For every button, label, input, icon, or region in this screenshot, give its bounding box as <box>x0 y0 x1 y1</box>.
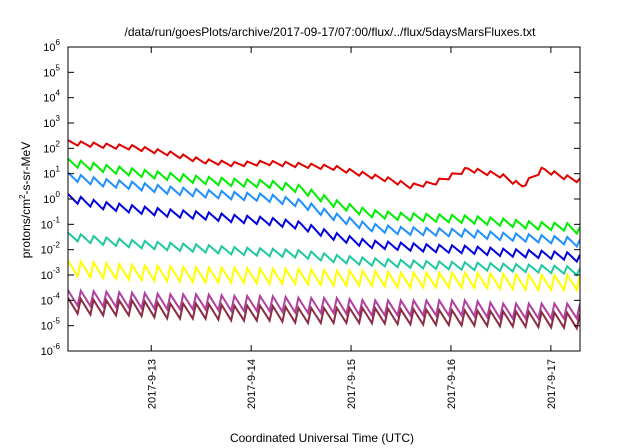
y-axis-label: protons/cm2-s-sr-MeV <box>18 142 33 258</box>
y-tick-label: 10-1 <box>41 215 61 231</box>
y-tick-label: 10-6 <box>41 342 61 358</box>
plot-frame <box>67 46 581 352</box>
y-tick-exp: -6 <box>53 342 61 351</box>
y-tick-label: 104 <box>43 89 60 105</box>
y-tick-base: 10 <box>41 219 53 231</box>
series-line-3 <box>68 171 580 249</box>
series-line-8 <box>68 296 580 332</box>
y-tick-exp: 2 <box>56 139 61 148</box>
y-tick-exp: -1 <box>53 215 61 224</box>
y-tick-exp: 3 <box>56 114 61 123</box>
y-tick-base: 10 <box>43 143 55 155</box>
y-tick-base: 10 <box>41 295 53 307</box>
y-tick-label: 102 <box>43 139 60 155</box>
y-tick-base: 10 <box>41 245 53 257</box>
y-tick-label: 10-4 <box>41 291 61 307</box>
y-tick-base: 10 <box>43 194 55 206</box>
y-tick-exp: -2 <box>53 241 61 250</box>
x-tick-label: 2017-9-13 <box>146 359 158 409</box>
y-tick-base: 10 <box>43 118 55 130</box>
y-tick-label: 103 <box>43 114 60 130</box>
axis-ticks: 10-610-510-410-310-210-11001011021031041… <box>41 38 580 409</box>
chart-title: /data/run/goesPlots/archive/2017-09-17/0… <box>125 25 537 39</box>
x-tick-label: 2017-9-14 <box>246 359 258 409</box>
svg-text:protons/cm2-s-sr-MeV: protons/cm2-s-sr-MeV <box>18 142 33 258</box>
y-tick-label: 10-2 <box>41 241 61 257</box>
series-line-1 <box>68 139 580 190</box>
y-tick-label: 105 <box>43 63 60 79</box>
x-tick-label: 2017-9-15 <box>346 359 358 409</box>
plot-area <box>68 139 580 332</box>
y-tick-exp: 1 <box>56 165 61 174</box>
x-axis-label: Coordinated Universal Time (UTC) <box>230 431 414 445</box>
y-tick-base: 10 <box>41 270 53 282</box>
x-tick-label: 2017-9-16 <box>446 359 458 409</box>
y-tick-base: 10 <box>43 42 55 54</box>
series-line-5 <box>68 231 580 277</box>
y-tick-label: 10-3 <box>41 266 61 282</box>
y-tick-exp: -5 <box>53 317 61 326</box>
y-tick-base: 10 <box>43 169 55 181</box>
x-tick-label: 2017-9-17 <box>546 359 558 409</box>
series-line-4 <box>68 193 580 264</box>
y-tick-exp: 5 <box>56 63 61 72</box>
y-tick-base: 10 <box>41 346 53 358</box>
series-line-7 <box>68 288 580 322</box>
y-axis-label-sup: 2 <box>18 194 27 199</box>
y-tick-exp: 0 <box>56 190 61 199</box>
y-tick-base: 10 <box>43 93 55 105</box>
y-tick-exp: 6 <box>56 38 61 47</box>
series-line-2 <box>68 157 580 236</box>
y-tick-label: 10-5 <box>41 317 61 333</box>
y-tick-base: 10 <box>41 321 53 333</box>
y-tick-label: 106 <box>43 38 60 54</box>
y-tick-exp: 4 <box>56 89 61 98</box>
y-axis-label-suffix: -s-sr-MeV <box>19 142 33 195</box>
y-tick-label: 100 <box>43 190 60 206</box>
y-tick-base: 10 <box>43 67 55 79</box>
y-tick-exp: -3 <box>53 266 61 275</box>
series-line-6 <box>68 258 580 293</box>
y-axis-label-prefix: protons/cm <box>19 199 33 258</box>
y-tick-exp: -4 <box>53 291 61 300</box>
y-tick-label: 101 <box>43 165 60 181</box>
